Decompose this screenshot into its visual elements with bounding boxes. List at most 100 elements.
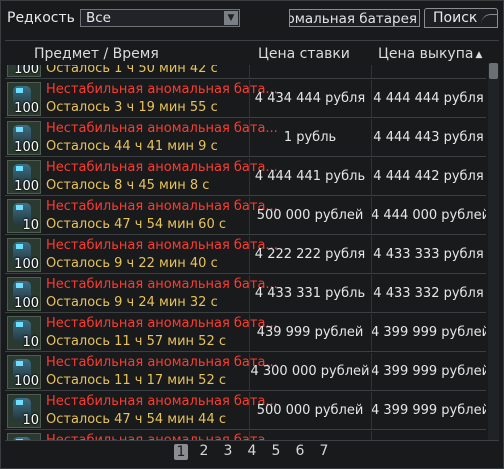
battery-glint	[16, 166, 23, 171]
column-divider	[249, 353, 250, 391]
battery-glint	[16, 400, 23, 405]
item-name: Нестабильная аномальная бата...	[46, 238, 278, 253]
search-input[interactable]: омальная батарея	[289, 9, 420, 27]
item-name: Нестабильная аномальная бата...	[46, 160, 278, 175]
page-link-2[interactable]: 2	[199, 443, 209, 459]
dropdown-arrow-icon[interactable]: ▼	[224, 11, 238, 25]
item-name: Нестабильная аномальная бата...	[46, 199, 278, 214]
item-thumbnail: 10	[7, 394, 41, 428]
column-divider	[249, 236, 250, 274]
buyout-price: 4 433 332 рубля	[373, 286, 484, 301]
battery-glint	[16, 205, 23, 210]
page-link-1[interactable]: 1	[174, 444, 188, 460]
time-remaining: Осталось 9 ч 22 мин 40 с	[46, 256, 218, 271]
item-quantity: 100	[14, 257, 39, 272]
battery-glint	[16, 283, 23, 288]
item-quantity: 10	[22, 335, 39, 350]
bid-price: 500 000 рублей	[256, 403, 364, 418]
search-button[interactable]: Поиск	[424, 8, 498, 28]
auction-row[interactable]: 100 Нестабильная аномальная бата... Остало…	[5, 353, 486, 391]
tab-corner-decoration	[481, 14, 497, 27]
column-divider	[249, 119, 250, 157]
auction-row[interactable]: 10 Нестабильная аномальная бата... Осталос…	[5, 392, 486, 430]
buyout-price: 4 444 444 рубля	[373, 91, 484, 106]
page-link-7[interactable]: 7	[319, 443, 329, 459]
buyout-price: 4 399 999 рублей	[371, 325, 486, 340]
item-name: Нестабильная аномальная бата...	[46, 394, 278, 409]
header-divider	[5, 40, 499, 41]
rarity-label: Редкость	[7, 10, 75, 26]
column-divider	[249, 80, 250, 118]
page-link-4[interactable]: 4	[247, 443, 257, 459]
item-thumbnail: 100	[7, 160, 41, 194]
page-link-3[interactable]: 3	[223, 443, 233, 459]
column-header-buyout[interactable]: Цена выкупа ▲	[378, 46, 482, 62]
time-remaining: Осталось 8 ч 45 мин 8 с	[46, 178, 210, 193]
column-divider	[371, 158, 372, 196]
column-divider	[371, 314, 372, 352]
auction-row[interactable]: 100 Нестабильная аномальная бата... Остало…	[5, 158, 486, 196]
column-divider	[249, 392, 250, 430]
buyout-price: 4 399 999 рублей	[371, 364, 486, 379]
item-quantity: 10	[22, 218, 39, 233]
battery-icon	[13, 65, 31, 69]
column-header-bid[interactable]: Цена ставки	[258, 46, 350, 62]
item-quantity: 100	[14, 65, 39, 77]
row-divider	[5, 273, 486, 274]
scrollbar-track[interactable]	[488, 63, 499, 440]
item-quantity: 100	[14, 101, 39, 116]
battery-glint	[16, 127, 23, 132]
column-divider	[249, 197, 250, 235]
battery-glint	[16, 322, 23, 327]
time-remaining: Осталось 3 ч 19 мин 55 с	[46, 100, 218, 115]
page-link-5[interactable]: 5	[271, 443, 281, 459]
row-divider	[5, 351, 486, 352]
column-divider	[371, 353, 372, 391]
column-divider	[249, 431, 250, 440]
column-divider	[371, 65, 372, 79]
search-input-value: омальная батарея	[289, 11, 417, 27]
rarity-dropdown[interactable]: Все ▼	[80, 9, 240, 27]
bid-price: 4 222 222 рубля	[254, 247, 366, 262]
auction-row[interactable]: 10 Нестабильная аномальная бата... Осталос…	[5, 197, 486, 235]
rarity-selected-value: Все	[86, 10, 111, 26]
auction-row[interactable]: 100 Нестабильная аномальная бата... Остало…	[5, 80, 486, 118]
item-name: Нестабильная аномальная бата...	[46, 121, 278, 136]
buyout-price: 4 399 999 рублей	[371, 403, 486, 418]
time-remaining: Осталось 44 ч 41 мин 9 с	[46, 139, 218, 154]
column-divider	[371, 119, 372, 157]
item-thumbnail: 10	[7, 199, 41, 233]
item-name: Нестабильная аномальная бата...	[46, 355, 278, 370]
row-divider	[5, 234, 486, 235]
buyout-price: 4 433 333 рубля	[373, 247, 484, 262]
item-quantity: 100	[14, 296, 39, 311]
item-thumbnail: 100	[7, 277, 41, 311]
battery-glint	[16, 244, 23, 249]
item-quantity: 100	[14, 179, 39, 194]
bid-price: 439 999 рублей	[256, 325, 364, 340]
scrollbar-thumb[interactable]	[489, 63, 498, 79]
item-thumbnail: 100	[7, 82, 41, 116]
item-thumbnail: 100	[7, 65, 41, 77]
item-thumbnail	[7, 433, 41, 440]
item-quantity: 10	[22, 413, 39, 428]
auction-row[interactable]: 100 Нестабильная аномальная бата... Остало…	[5, 119, 486, 157]
buyout-price: 4 444 443 рубля	[373, 130, 484, 145]
bid-price: 4 434 444 рубля	[254, 91, 366, 106]
buyout-price: 4 444 442 рубля	[373, 169, 484, 184]
auction-row[interactable]: 100 Нестабильная аномальная бата... Остало…	[5, 236, 486, 274]
time-remaining: Осталось 1 ч 50 мин 42 с	[46, 65, 218, 76]
row-divider	[5, 156, 486, 157]
time-remaining: Осталось 47 ч 54 мин 44 с	[46, 412, 226, 427]
column-divider	[249, 275, 250, 313]
item-thumbnail: 100	[7, 238, 41, 272]
bid-price: 1 рубль	[283, 130, 337, 145]
column-header-item-time[interactable]: Предмет / Время	[34, 46, 159, 62]
row-divider	[5, 78, 486, 79]
auction-row[interactable]: 100 Нестабильная аномальная бата... Остало…	[5, 275, 486, 313]
column-divider	[371, 80, 372, 118]
auction-row[interactable]: 10 Нестабильная аномальная бата... Осталос…	[5, 314, 486, 352]
auction-row[interactable]: 100 Осталось 1 ч 50 мин 42 с	[5, 65, 486, 79]
auction-row[interactable]: Нестабильная аномальная бата...4 399 997…	[5, 431, 486, 440]
page-link-6[interactable]: 6	[295, 443, 305, 459]
